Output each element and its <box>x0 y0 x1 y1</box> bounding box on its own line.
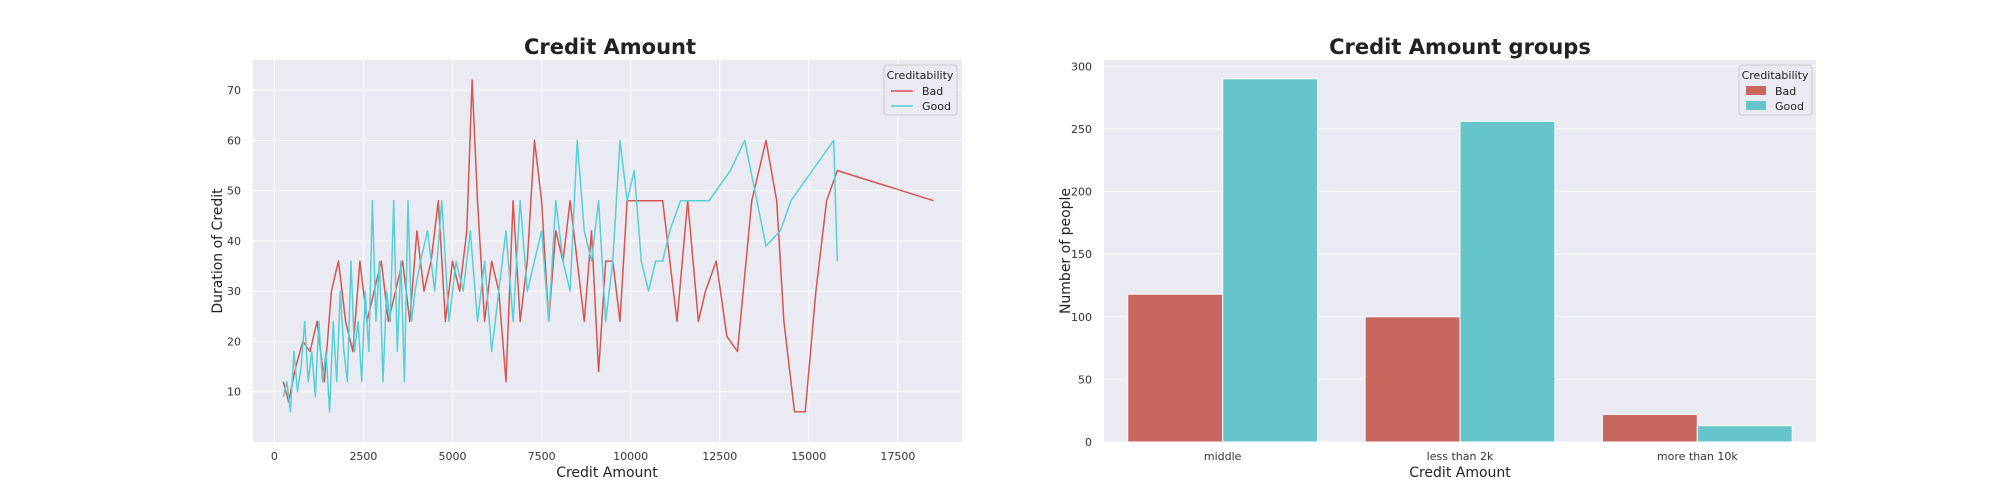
line-chart-legend-box <box>883 64 958 116</box>
bar-bad <box>1601 413 1698 443</box>
bar-chart-x-tick-label: less than 2k <box>1427 450 1494 463</box>
line-chart-y-tick-label: 70 <box>227 84 241 97</box>
legend-bad-bar-swatch <box>1746 86 1766 95</box>
bar-chart-y-tick-label: 100 <box>1071 311 1092 324</box>
line-chart-x-tick-label: 17500 <box>880 450 915 463</box>
line-chart-y-tick-label: 20 <box>227 335 241 348</box>
line-chart-y-axis-label: Duration of Credit <box>210 188 226 314</box>
line-chart: Credit Amount 0 2500 5000 7500 10000 12500 150… <box>210 35 962 481</box>
line-chart-y-tick-label: 50 <box>227 185 241 198</box>
legend-bad-label: Bad <box>1775 85 1796 98</box>
bar-chart-title: Credit Amount groups <box>1329 35 1591 59</box>
bar-chart-y-axis-label: Number of people <box>1058 188 1074 314</box>
line-chart-x-tick-label: 0 <box>271 450 278 463</box>
bar-chart-x-axis-label: Credit Amount <box>1409 465 1511 481</box>
bar-bad <box>1127 293 1224 443</box>
line-chart-y-tick-label: 10 <box>227 386 241 399</box>
bar-good <box>1222 78 1319 443</box>
line-chart-legend: Creditability Bad Good <box>883 64 958 116</box>
bar-chart-bars <box>1127 78 1793 443</box>
legend-bad-label: Bad <box>922 85 943 98</box>
bar-chart-x-tick-label: more than 10k <box>1657 450 1738 463</box>
bar-chart-y-tick-label: 0 <box>1085 436 1092 449</box>
line-series-bad <box>282 79 934 413</box>
line-chart-y-ticks: 10 20 30 40 50 60 70 <box>227 84 241 399</box>
bar-chart-y-tick-label: 300 <box>1071 60 1092 73</box>
line-chart-x-tick-label: 12500 <box>702 450 737 463</box>
line-chart-x-tick-label: 15000 <box>791 450 826 463</box>
line-chart-x-tick-label: 2500 <box>349 450 377 463</box>
line-chart-series <box>282 79 934 413</box>
legend-good-label: Good <box>1775 100 1804 113</box>
line-chart-x-axis-label: Credit Amount <box>556 465 658 481</box>
bar-chart-x-tick-label: middle <box>1204 450 1242 463</box>
bar-good <box>1459 120 1556 443</box>
line-series-good <box>282 139 839 413</box>
line-chart-x-ticks: 0 2500 5000 7500 10000 12500 15000 17500 <box>271 450 915 463</box>
bar-good <box>1696 425 1793 443</box>
line-chart-y-tick-label: 40 <box>227 235 241 248</box>
bar-chart-legend: Creditability Bad Good <box>1738 64 1813 116</box>
bar-chart-legend-title: Creditability <box>1742 69 1809 82</box>
bar-chart-y-tick-label: 150 <box>1071 248 1092 261</box>
bar-bad <box>1364 316 1461 443</box>
bar-chart-x-ticks: middle less than 2k more than 10k <box>1204 450 1738 463</box>
bar-chart-y-tick-label: 50 <box>1078 373 1092 386</box>
line-chart-y-tick-label: 60 <box>227 134 241 147</box>
legend-good-bar-swatch <box>1746 101 1766 110</box>
line-chart-x-tick-label: 10000 <box>613 450 648 463</box>
legend-good-label: Good <box>922 100 951 113</box>
line-chart-x-tick-label: 5000 <box>439 450 467 463</box>
line-chart-legend-title: Creditability <box>887 69 954 82</box>
bar-chart-y-tick-label: 250 <box>1071 123 1092 136</box>
bar-chart: Credit Amount groups middle less than 2k m… <box>1058 35 1816 481</box>
bar-chart-y-tick-label: 200 <box>1071 186 1092 199</box>
line-chart-title: Credit Amount <box>524 35 696 59</box>
bar-chart-y-ticks: 0 50 100 150 200 250 300 <box>1071 60 1092 449</box>
line-chart-plot-area <box>253 60 962 442</box>
line-chart-y-tick-label: 30 <box>227 285 241 298</box>
line-chart-x-tick-label: 7500 <box>528 450 556 463</box>
